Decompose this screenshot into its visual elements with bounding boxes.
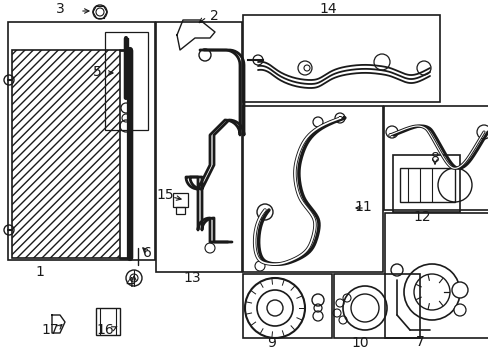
Bar	[105, 32, 148, 130]
Circle shape	[385, 126, 397, 138]
Bar	[173, 193, 187, 207]
Circle shape	[199, 49, 210, 61]
Text: 11: 11	[353, 200, 371, 214]
Circle shape	[312, 117, 323, 127]
Circle shape	[93, 5, 107, 19]
Text: 12: 12	[412, 210, 430, 224]
Bar	[96, 308, 120, 335]
Circle shape	[254, 261, 264, 271]
Polygon shape	[52, 315, 65, 333]
Circle shape	[257, 204, 272, 220]
Text: 16: 16	[96, 323, 114, 337]
Circle shape	[476, 125, 488, 139]
Text: 2: 2	[209, 9, 218, 23]
Text: 15: 15	[156, 188, 173, 202]
Text: 5: 5	[92, 65, 101, 79]
Bar	[12, 50, 120, 258]
Bar	[8, 22, 155, 260]
Circle shape	[204, 243, 215, 253]
Bar	[399, 168, 454, 202]
Bar	[384, 213, 488, 338]
Circle shape	[252, 55, 263, 65]
Text: 4: 4	[125, 276, 134, 290]
Text: 10: 10	[350, 336, 368, 350]
Bar	[333, 274, 419, 338]
Text: 7: 7	[415, 335, 424, 349]
Circle shape	[297, 61, 311, 75]
Bar	[243, 15, 439, 102]
Text: 1: 1	[36, 265, 44, 279]
Text: 6: 6	[142, 246, 151, 260]
Text: 9: 9	[267, 336, 276, 350]
Text: 13: 13	[183, 271, 201, 285]
Text: 8: 8	[429, 151, 439, 165]
Bar	[383, 106, 488, 210]
Bar	[156, 22, 242, 272]
Text: 14: 14	[319, 2, 336, 16]
Circle shape	[373, 54, 389, 70]
Bar	[243, 274, 331, 338]
Bar	[243, 106, 382, 272]
Circle shape	[126, 270, 142, 286]
Circle shape	[453, 304, 465, 316]
Bar	[392, 155, 459, 212]
Text: 17: 17	[41, 323, 59, 337]
Circle shape	[416, 61, 430, 75]
Bar	[176, 207, 184, 214]
Circle shape	[451, 282, 467, 298]
Text: 3: 3	[56, 2, 64, 16]
